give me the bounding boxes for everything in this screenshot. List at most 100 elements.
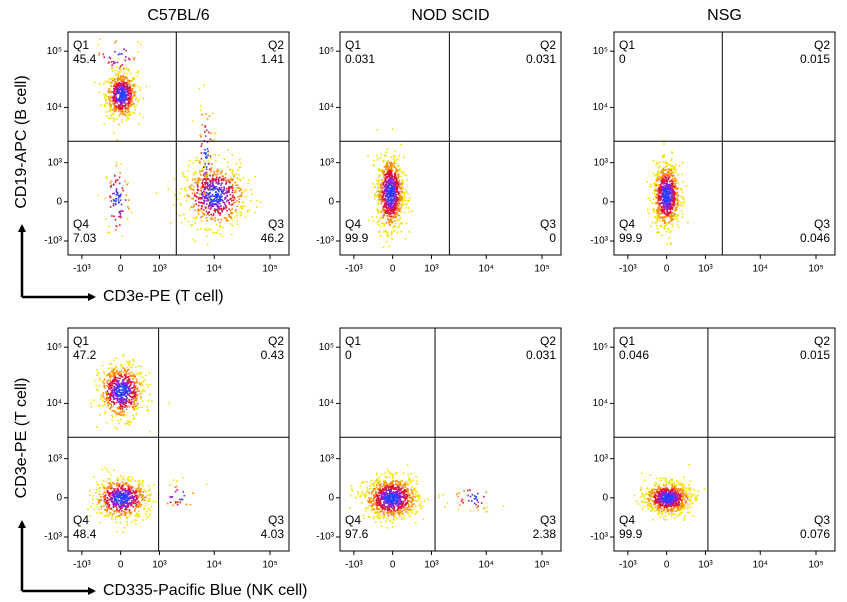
- cell-event: [116, 384, 119, 387]
- cell-event: [661, 199, 664, 202]
- cell-event: [200, 170, 203, 173]
- cell-event: [110, 370, 113, 373]
- cell-event: [396, 159, 398, 161]
- cell-event: [103, 491, 106, 493]
- cell-event: [214, 217, 216, 219]
- cell-event: [682, 195, 684, 198]
- cell-event: [120, 399, 123, 401]
- cell-event: [191, 192, 194, 195]
- cell-event: [672, 206, 674, 209]
- cell-event: [386, 207, 389, 209]
- cell-event: [664, 160, 667, 163]
- cell-event: [135, 381, 138, 384]
- cell-event: [138, 480, 141, 482]
- cell-event: [137, 407, 140, 409]
- cell-event: [137, 85, 139, 87]
- cell-event: [121, 512, 123, 515]
- cell-event: [380, 525, 382, 528]
- quadrant-percent: 0.015: [800, 52, 830, 66]
- y-tick-label: -10³: [590, 236, 608, 247]
- cell-event: [114, 376, 116, 379]
- cell-event: [113, 392, 115, 394]
- cell-event: [126, 506, 129, 509]
- cell-event: [236, 205, 238, 208]
- cell-event: [100, 393, 103, 396]
- cell-event: [654, 222, 657, 225]
- cell-event: [201, 113, 204, 116]
- cell-event: [135, 513, 138, 516]
- cell-event: [131, 396, 133, 398]
- cell-event: [115, 515, 117, 517]
- cell-event: [113, 489, 116, 492]
- cell-event: [134, 386, 136, 388]
- cell-event: [138, 491, 141, 493]
- cell-event: [117, 381, 119, 384]
- cell-event: [230, 223, 233, 225]
- cell-event: [121, 405, 123, 408]
- cell-event: [109, 482, 111, 485]
- cell-event: [397, 183, 400, 185]
- cell-event: [387, 202, 389, 205]
- cell-event: [133, 395, 135, 398]
- cell-event: [189, 188, 192, 190]
- cell-event: [113, 175, 116, 177]
- cell-event: [124, 498, 126, 501]
- cell-event: [672, 189, 675, 192]
- cell-event: [381, 172, 384, 174]
- cell-event: [136, 515, 139, 517]
- cell-event: [379, 210, 381, 213]
- cell-event: [119, 224, 121, 226]
- cell-event: [658, 194, 660, 196]
- cell-event: [388, 471, 390, 473]
- cell-event: [130, 403, 133, 405]
- cell-event: [108, 372, 111, 375]
- cell-event: [386, 506, 388, 508]
- cell-event: [127, 422, 129, 425]
- cell-event: [217, 179, 220, 181]
- cell-event: [667, 199, 670, 202]
- cell-event: [103, 401, 106, 403]
- cell-event: [109, 481, 111, 483]
- cell-event: [128, 117, 130, 120]
- cell-event: [139, 482, 141, 484]
- cell-event: [659, 165, 661, 168]
- cell-event: [141, 499, 143, 501]
- cell-event: [117, 57, 120, 60]
- cell-event: [383, 202, 386, 205]
- cell-event: [390, 179, 392, 181]
- cell-event: [121, 396, 124, 399]
- cell-event: [110, 105, 112, 108]
- cell-event: [119, 88, 121, 91]
- cell-event: [135, 398, 138, 400]
- cell-event: [653, 201, 656, 204]
- cell-event: [143, 496, 145, 499]
- cell-event: [656, 174, 658, 177]
- cell-event: [210, 207, 212, 209]
- cell-event: [221, 182, 223, 184]
- cell-event: [118, 115, 120, 117]
- cell-event: [116, 507, 118, 509]
- cell-event: [146, 510, 148, 513]
- cell-event: [112, 494, 115, 497]
- cell-event: [121, 101, 123, 104]
- cell-event: [214, 220, 216, 222]
- cell-event: [407, 207, 410, 209]
- cell-event: [125, 85, 128, 87]
- cell-event: [124, 93, 127, 95]
- cell-event: [115, 376, 117, 379]
- cell-event: [121, 400, 123, 403]
- cell-event: [181, 171, 184, 174]
- x-tick-label: 10⁵: [262, 264, 277, 275]
- y-tick-label: 10³: [320, 157, 335, 168]
- cell-event: [107, 91, 110, 94]
- cell-event: [671, 175, 674, 177]
- cell-event: [109, 82, 111, 84]
- cell-event: [205, 182, 207, 184]
- cell-event: [142, 519, 144, 521]
- cell-event: [669, 188, 671, 191]
- cell-event: [103, 93, 105, 96]
- cell-event: [138, 483, 140, 486]
- cell-event: [125, 194, 128, 197]
- cell-event: [209, 205, 212, 207]
